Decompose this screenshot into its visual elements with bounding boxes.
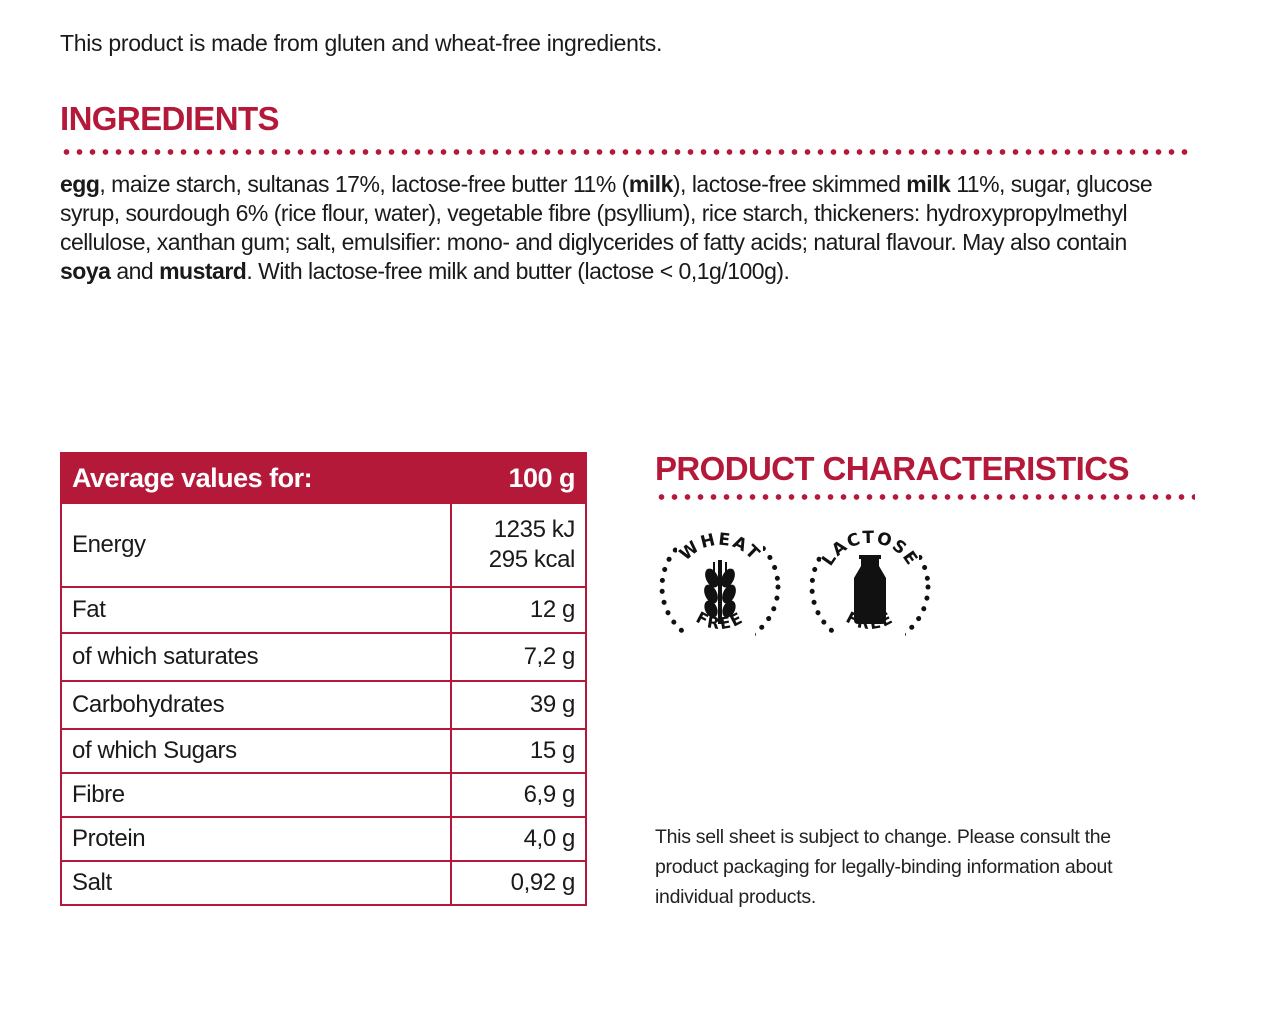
nutrition-header-value: 100 g — [450, 452, 587, 504]
wheat-free-badge: WHEAT FREE — [655, 522, 785, 652]
nutrient-label: Fat — [60, 586, 452, 634]
wheat-free-icon: WHEAT FREE — [659, 522, 781, 652]
allergen-text: soya — [60, 258, 111, 284]
nutrient-label: of which Sugars — [60, 728, 452, 774]
nutrient-value-cell: 4,0 g — [450, 816, 587, 862]
characteristics-title: PRODUCT CHARACTERISTICS — [655, 450, 1129, 487]
allergen-text: egg — [60, 171, 100, 197]
nutrition-header-row: Average values for: 100 g — [60, 452, 587, 504]
nutrient-value-cell: 7,2 g — [450, 632, 587, 682]
nutrition-row: Salt 0,92 g — [60, 860, 587, 906]
ingredients-title: INGREDIENTS — [60, 100, 280, 137]
nutrient-value: 12 g — [529, 596, 576, 623]
nutrition-row: of which saturates 7,2 g — [60, 632, 587, 682]
allergen-text: mustard — [159, 258, 247, 284]
wheat-icon — [704, 560, 736, 624]
nutrient-value: 295 kcal — [488, 546, 576, 573]
milk-bottle-icon — [854, 558, 886, 624]
nutrient-value: 39 g — [529, 691, 576, 718]
nutrition-row: Fibre 6,9 g — [60, 772, 587, 818]
nutrition-header-label: Average values for: — [60, 452, 452, 504]
lactose-free-icon: LACTOSE FREE — [809, 522, 931, 652]
characteristics-divider — [655, 494, 1195, 500]
ingredients-segment: , maize starch, sultanas 17%, lactose-fr… — [99, 171, 629, 197]
nutrient-value: 4,0 g — [523, 825, 576, 852]
nutrient-label: of which saturates — [60, 632, 452, 682]
ingredients-divider — [60, 149, 1188, 155]
nutrient-value: 0,92 g — [510, 869, 576, 896]
nutrient-value-cell: 0,92 g — [450, 860, 587, 906]
disclaimer-text: This sell sheet is subject to change. Pl… — [655, 826, 1113, 908]
nutrient-value: 1235 kJ — [493, 516, 576, 543]
ingredients-segment: . With lactose-free milk and butter (lac… — [246, 258, 790, 284]
nutrient-value-cell: 15 g — [450, 728, 587, 774]
nutrient-value-cell: 39 g — [450, 680, 587, 730]
nutrient-value-cell: 1235 kJ 295 kcal — [450, 502, 587, 588]
nutrition-table: Average values for: 100 g Energy 1235 kJ 2… — [60, 452, 587, 906]
lactose-free-badge: LACTOSE FREE — [805, 522, 935, 652]
ingredients-text: egg, maize starch, sultanas 17%, lactose… — [60, 170, 1180, 286]
nutrient-value: 15 g — [529, 737, 576, 764]
nutrient-value: 7,2 g — [523, 643, 576, 670]
ingredients-segment: ), lactose-free skimmed — [672, 171, 907, 197]
nutrient-value: 6,9 g — [523, 781, 576, 808]
nutrient-value-cell: 12 g — [450, 586, 587, 634]
nutrient-label: Fibre — [60, 772, 452, 818]
nutrition-row: Protein 4,0 g — [60, 816, 587, 862]
ingredients-segment: and — [110, 258, 160, 284]
nutrient-label: Salt — [60, 860, 452, 906]
ingredients-segment: 11%, sugar, glucose syrup, sourdough 6% … — [60, 171, 1153, 255]
nutrient-label: Carbohydrates — [60, 680, 452, 730]
nutrient-label: Energy — [60, 502, 452, 588]
nutrition-row: of which Sugars 15 g — [60, 728, 587, 774]
nutrition-row: Carbohydrates 39 g — [60, 680, 587, 730]
nutrition-row: Energy 1235 kJ 295 kcal — [60, 502, 587, 588]
nutrient-value-cell: 6,9 g — [450, 772, 587, 818]
allergen-text: milk — [906, 171, 951, 197]
intro-text: This product is made from gluten and whe… — [60, 30, 663, 56]
allergen-text: milk — [628, 171, 674, 197]
nutrition-row: Fat 12 g — [60, 586, 587, 634]
nutrient-label: Protein — [60, 816, 452, 862]
